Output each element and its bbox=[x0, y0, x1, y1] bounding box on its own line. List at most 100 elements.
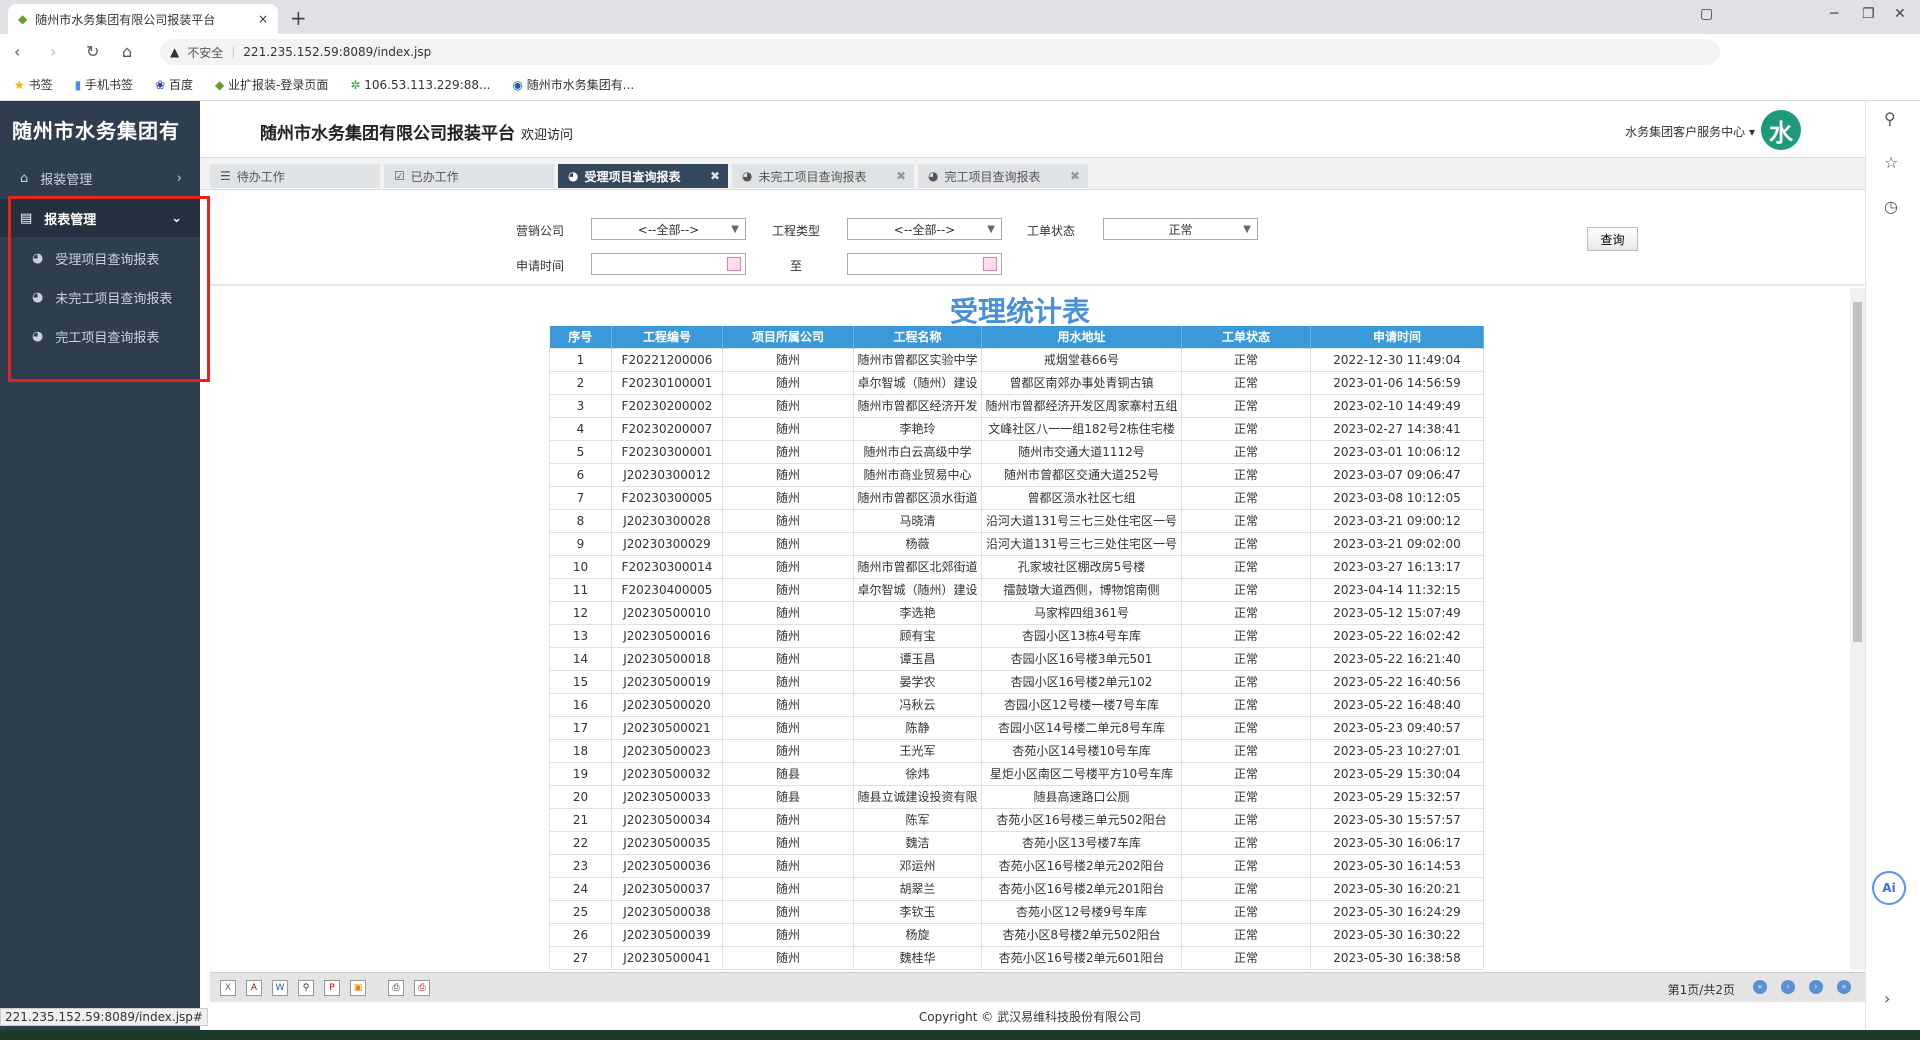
table-row: 22 J20230500035 随州 魏洁 杏苑小区13号楼7车库 正常 2023-05-3… bbox=[549, 830, 1484, 855]
back-icon[interactable]: ‹ bbox=[14, 42, 21, 61]
tab-accepted-report[interactable]: ◕ 受理项目查询报表 ✖ bbox=[558, 164, 728, 188]
browser-tab-title: 随州市水务集团有限公司报装平台 bbox=[35, 12, 216, 27]
zoom-icon[interactable]: ⚲ bbox=[298, 979, 314, 996]
table-cell: 9 bbox=[549, 531, 612, 556]
table-cell: 李艳玲 bbox=[853, 416, 982, 441]
date-label: 申请时间 bbox=[516, 259, 565, 273]
page-title: 随州市水务集团有限公司报装平台 欢迎访问 bbox=[260, 124, 574, 144]
table-cell: 孔家坡社区棚改房5号楼 bbox=[981, 554, 1182, 579]
bookmark-item[interactable]: ✲ 106.53.113.229:88... bbox=[350, 77, 491, 92]
tab-todo[interactable]: ☰ 待办工作 bbox=[210, 164, 380, 188]
sidebar-subitem-accepted-report[interactable]: ◕ 受理项目查询报表 bbox=[0, 240, 200, 276]
table-cell: 杏园小区16号楼3单元501 bbox=[981, 646, 1182, 671]
type-label: 工程类型 bbox=[772, 224, 821, 238]
first-page-icon[interactable]: « bbox=[1753, 980, 1767, 994]
table-cell: 随州 bbox=[722, 807, 854, 832]
table-cell: 随州 bbox=[722, 669, 854, 694]
find-icon[interactable]: P bbox=[324, 979, 340, 996]
table-cell: 2023-03-21 09:02:00 bbox=[1310, 531, 1484, 556]
table-row: 18 J20230500023 随州 王光军 杏苑小区14号楼10号车库 正常 2023-0… bbox=[549, 738, 1484, 763]
export-pdf-icon[interactable]: A bbox=[246, 979, 262, 996]
history-icon[interactable]: ◷ bbox=[1884, 197, 1898, 216]
minimize-button[interactable]: ─ bbox=[1830, 6, 1839, 22]
table-cell: 随州 bbox=[722, 370, 854, 395]
table-cell: J20230500039 bbox=[611, 922, 723, 947]
table-cell: 正常 bbox=[1181, 761, 1311, 786]
pie-icon: ◕ bbox=[928, 169, 939, 183]
table-cell: F20221200006 bbox=[611, 347, 723, 372]
maximize-button[interactable]: ❐ bbox=[1862, 6, 1875, 22]
scrollbar-thumb[interactable] bbox=[1853, 302, 1862, 642]
status-select[interactable]: 正常 ▼ bbox=[1103, 218, 1258, 240]
bookmark-item[interactable]: ▮ 手机书签 bbox=[74, 78, 134, 92]
table-cell: 2023-03-07 09:06:47 bbox=[1310, 462, 1484, 487]
tab-finished-report[interactable]: ◕ 完工项目查询报表 ✖ bbox=[918, 164, 1088, 188]
table-row: 4 F20230200007 随州 李艳玲 文峰社区八一一组182号2栋住宅楼 正常 202… bbox=[549, 416, 1484, 441]
sidebar-subitem-finished-report[interactable]: ◕ 完工项目查询报表 bbox=[0, 318, 200, 354]
table-cell: 随州市商业贸易中心 bbox=[853, 462, 982, 487]
reload-icon[interactable]: ↻ bbox=[86, 42, 100, 61]
tab-unfinished-report[interactable]: ◕ 未完工项目查询报表 ✖ bbox=[732, 164, 914, 188]
export-excel-icon[interactable]: X bbox=[220, 979, 236, 996]
tab-done[interactable]: ☑ 已办工作 bbox=[384, 164, 554, 188]
table-cell: 18 bbox=[549, 738, 612, 763]
table-cell: 1 bbox=[549, 347, 612, 372]
close-tab-icon[interactable]: × bbox=[257, 12, 268, 26]
search-icon[interactable]: ⚲ bbox=[1884, 109, 1896, 128]
print-icon[interactable]: ⎙ bbox=[388, 979, 404, 996]
calendar-icon[interactable] bbox=[983, 257, 997, 271]
table-cell: J20230500019 bbox=[611, 669, 723, 694]
browser-side-panel: ⚲ ☆ ◷ Ai › bbox=[1865, 101, 1920, 1030]
print-pdf-icon[interactable]: ⎙ bbox=[414, 979, 430, 996]
ai-assistant-button[interactable]: Ai bbox=[1872, 871, 1906, 905]
close-icon[interactable]: ✖ bbox=[895, 169, 906, 183]
sidebar-item-report-management[interactable]: ▤ 报表管理 ⌄ bbox=[0, 199, 200, 237]
new-tab-button[interactable]: + bbox=[290, 6, 307, 30]
table-cell: 正常 bbox=[1181, 623, 1311, 648]
export-word-icon[interactable]: W bbox=[272, 979, 288, 996]
sidebar-subitem-unfinished-report[interactable]: ◕ 未完工项目查询报表 bbox=[0, 279, 200, 315]
calendar-icon[interactable] bbox=[727, 257, 741, 271]
url-field[interactable]: ▲ 不安全 | 221.235.152.59:8089/index.jsp bbox=[160, 39, 1720, 65]
expand-panel-icon[interactable]: › bbox=[1884, 989, 1891, 1008]
table-cell: 2023-05-30 16:30:22 bbox=[1310, 922, 1484, 947]
table-cell: 邓运州 bbox=[853, 853, 982, 878]
bookmark-item[interactable]: ◆ 业扩报装-登录页面 bbox=[214, 78, 329, 92]
vertical-scrollbar[interactable] bbox=[1850, 288, 1865, 970]
star-icon: ★ bbox=[14, 78, 25, 92]
bookmark-item[interactable]: ★ 书签 bbox=[14, 78, 53, 92]
last-page-icon[interactable]: » bbox=[1837, 980, 1851, 994]
tab-search-icon[interactable]: ▢ bbox=[1700, 6, 1714, 22]
date-from-input[interactable] bbox=[591, 253, 746, 275]
close-icon[interactable]: ✖ bbox=[709, 169, 720, 183]
table-cell: 25 bbox=[549, 899, 612, 924]
table-cell: J20230500016 bbox=[611, 623, 723, 648]
type-select[interactable]: <--全部--> ▼ bbox=[847, 218, 1002, 240]
export-image-icon[interactable]: ▣ bbox=[350, 979, 366, 996]
date-to-input[interactable] bbox=[847, 253, 1002, 275]
sidebar-item-install-management[interactable]: ⌂ 报装管理 › bbox=[0, 159, 200, 197]
prev-page-icon[interactable]: ‹ bbox=[1781, 980, 1795, 994]
query-button[interactable]: 查询 bbox=[1587, 227, 1638, 251]
table-cell: 徐炜 bbox=[853, 761, 982, 786]
table-cell: 2023-03-08 10:12:05 bbox=[1310, 485, 1484, 510]
table-row: 11 F20230400005 随州 卓尔智城（随州）建设 擂鼓墩大道西侧，博物馆南侧正… bbox=[549, 577, 1484, 602]
status-label: 工单状态 bbox=[1027, 224, 1076, 238]
table-cell: J20230300029 bbox=[611, 531, 723, 556]
close-window-button[interactable]: ✕ bbox=[1894, 6, 1906, 22]
table-cell: 2023-02-27 14:38:41 bbox=[1310, 416, 1484, 441]
table-row: 24 J20230500037 随州 胡翠兰 杏苑小区16号楼2单元201阳台 正常 202… bbox=[549, 876, 1484, 901]
checkbox-icon: ☑ bbox=[394, 169, 405, 183]
company-select[interactable]: <--全部--> ▼ bbox=[591, 218, 746, 240]
table-cell: 随州市曾都经济开发区周家寨村五组 bbox=[981, 393, 1182, 418]
bookmark-item[interactable]: ◉ 随州市水务集团有... bbox=[512, 78, 635, 92]
close-icon[interactable]: ✖ bbox=[1069, 169, 1080, 183]
bookmark-item[interactable]: ❀ 百度 bbox=[155, 78, 193, 92]
home-icon[interactable]: ⌂ bbox=[122, 42, 133, 61]
user-menu[interactable]: 水务集团客户服务中心 ▾ bbox=[1625, 125, 1755, 139]
table-cell: 23 bbox=[549, 853, 612, 878]
browser-tab[interactable]: ◆ 随州市水务集团有限公司报装平台 × bbox=[8, 4, 278, 34]
forward-icon[interactable]: › bbox=[50, 42, 57, 61]
next-page-icon[interactable]: › bbox=[1809, 980, 1823, 994]
star-icon[interactable]: ☆ bbox=[1884, 153, 1899, 172]
